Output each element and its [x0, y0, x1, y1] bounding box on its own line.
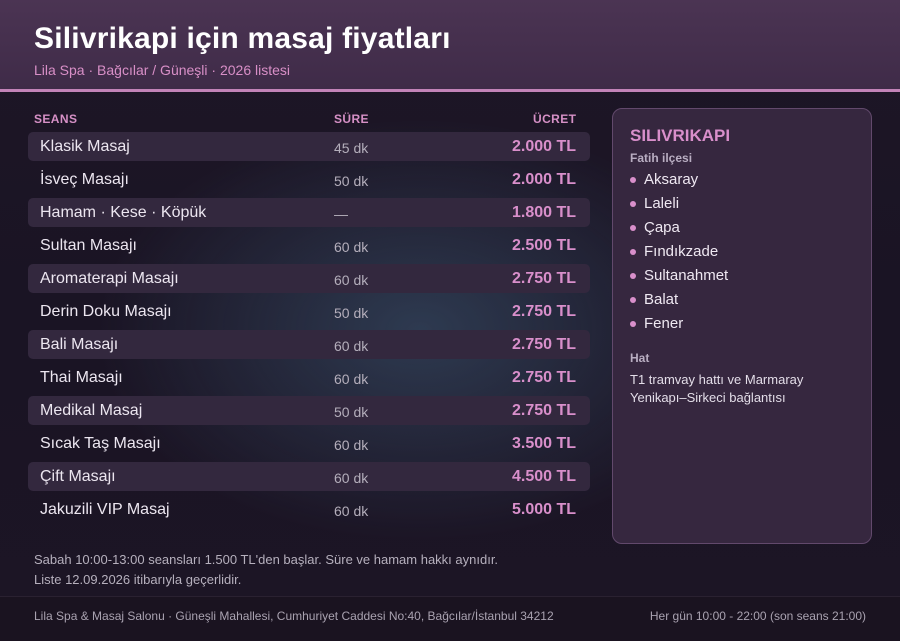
table-row: Çift Masajı 60 dk 4.500 TL: [28, 462, 590, 491]
nearby-list: Aksaray Laleli Çapa Fındıkzade Sultanahm…: [630, 171, 728, 339]
service-duration: 60 dk: [334, 371, 369, 387]
nearby-label: Fener: [644, 315, 684, 332]
service-name: Klasik Masaj: [40, 138, 130, 155]
bullet-dot-icon: [630, 225, 636, 231]
panel-district: Fatih ilçesi: [630, 151, 693, 165]
footer-hours: Her gün 10:00 - 22:00 (son seans 21:00): [649, 609, 866, 623]
nearby-label: Aksaray: [644, 171, 699, 188]
price-table: Klasik Masaj 45 dk 2.000 TL İsveç Masajı…: [28, 132, 590, 528]
bullet-dot-icon: [630, 297, 636, 303]
page-footer: Lila Spa & Masaj Salonu · Güneşli Mahall…: [0, 596, 900, 641]
list-item: Balat: [630, 291, 728, 315]
table-row: Medikal Masaj 50 dk 2.750 TL: [28, 396, 590, 425]
list-item: Sultanahmet: [630, 267, 728, 291]
service-price: 2.750 TL: [511, 303, 576, 320]
service-price: 2.500 TL: [511, 237, 576, 254]
panel-title: SILIVRIKAPI: [630, 126, 731, 145]
table-row: Hamam · Kese · Köpük — 1.800 TL: [28, 198, 590, 227]
service-price: 4.500 TL: [511, 468, 576, 485]
service-price: 2.000 TL: [511, 138, 576, 155]
service-price: 2.750 TL: [511, 402, 576, 419]
table-row: İsveç Masajı 50 dk 2.000 TL: [28, 165, 590, 194]
footer-address: Lila Spa & Masaj Salonu · Güneşli Mahall…: [34, 609, 554, 623]
bullet-dot-icon: [630, 273, 636, 279]
service-duration: 45 dk: [334, 140, 369, 156]
service-duration: 60 dk: [334, 272, 369, 288]
bullet-dot-icon: [630, 249, 636, 255]
transit-text: T1 tramvay hattı ve Marmaray Yenikapı–Si…: [630, 372, 804, 405]
column-header-duration: SÜRE: [334, 112, 369, 126]
validity-note: Liste 12.09.2026 itibarıyla geçerlidir.: [34, 572, 242, 587]
table-row: Derin Doku Masajı 50 dk 2.750 TL: [28, 297, 590, 326]
table-row: Sıcak Taş Masajı 60 dk 3.500 TL: [28, 429, 590, 458]
table-row: Aromaterapi Masajı 60 dk 2.750 TL: [28, 264, 590, 293]
service-name: İsveç Masajı: [40, 171, 129, 188]
list-item: Fener: [630, 315, 728, 339]
nearby-label: Balat: [644, 291, 679, 308]
service-duration: 60 dk: [334, 239, 369, 255]
page-subtitle: Lila Spa · Bağcılar / Güneşli · 2026 lis…: [34, 62, 291, 78]
bullet-dot-icon: [630, 321, 636, 327]
column-header-service: SEANS: [34, 112, 78, 126]
service-name: Thai Masajı: [40, 369, 123, 386]
service-duration: 60 dk: [334, 437, 369, 453]
list-item: Aksaray: [630, 171, 728, 195]
pricing-note: Sabah 10:00-13:00 seansları 1.500 TL'den…: [34, 552, 499, 567]
service-duration: 60 dk: [334, 470, 369, 486]
list-item: Çapa: [630, 219, 728, 243]
page-title: Silivrikapi için masaj fiyatları: [34, 22, 451, 55]
service-duration: 50 dk: [334, 305, 369, 321]
column-header-price: ÜCRET: [533, 112, 577, 126]
nearby-label: Sultanahmet: [644, 267, 729, 284]
table-row: Sultan Masajı 60 dk 2.500 TL: [28, 231, 590, 260]
service-price: 2.750 TL: [511, 369, 576, 386]
nearby-label: Fındıkzade: [644, 243, 719, 260]
service-name: Aromaterapi Masajı: [40, 270, 179, 287]
location-panel: SILIVRIKAPI Fatih ilçesi Aksaray Laleli …: [612, 108, 872, 544]
table-row: Bali Masajı 60 dk 2.750 TL: [28, 330, 590, 359]
service-name: Hamam · Kese · Köpük: [40, 204, 207, 221]
service-price: 3.500 TL: [511, 435, 576, 452]
service-name: Sıcak Taş Masajı: [40, 435, 161, 452]
transit-heading: Hat: [630, 351, 650, 365]
list-item: Fındıkzade: [630, 243, 728, 267]
service-price: 1.800 TL: [511, 204, 576, 221]
service-name: Derin Doku Masajı: [40, 303, 172, 320]
service-duration: —: [334, 206, 348, 222]
service-duration: 50 dk: [334, 404, 369, 420]
nearby-label: Laleli: [644, 195, 680, 212]
bullet-dot-icon: [630, 177, 636, 183]
page-header: Silivrikapi için masaj fiyatları Lila Sp…: [0, 0, 900, 92]
service-price: 2.000 TL: [511, 171, 576, 188]
service-price: 5.000 TL: [511, 501, 576, 518]
service-name: Çift Masajı: [40, 468, 116, 485]
table-row: Klasik Masaj 45 dk 2.000 TL: [28, 132, 590, 161]
service-duration: 60 dk: [334, 503, 369, 519]
list-item: Laleli: [630, 195, 728, 219]
service-name: Medikal Masaj: [40, 402, 143, 419]
service-duration: 50 dk: [334, 173, 369, 189]
service-price: 2.750 TL: [511, 336, 576, 353]
service-name: Jakuzili VIP Masaj: [40, 501, 170, 518]
bullet-dot-icon: [630, 201, 636, 207]
nearby-label: Çapa: [644, 219, 680, 236]
service-name: Bali Masajı: [40, 336, 119, 353]
service-price: 2.750 TL: [511, 270, 576, 287]
service-name: Sultan Masajı: [40, 237, 137, 254]
table-row: Thai Masajı 60 dk 2.750 TL: [28, 363, 590, 392]
service-duration: 60 dk: [334, 338, 369, 354]
table-row: Jakuzili VIP Masaj 60 dk 5.000 TL: [28, 495, 590, 524]
